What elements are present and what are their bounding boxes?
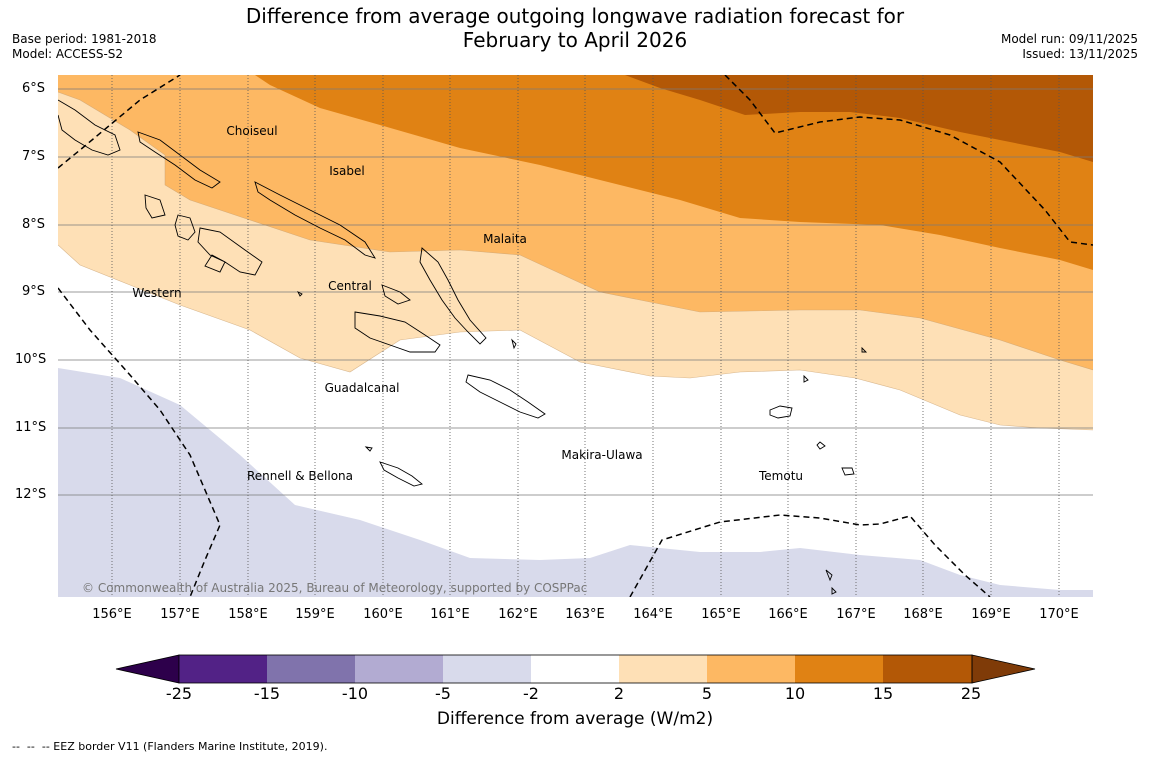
lon-tick-label: 169°E: [971, 607, 1011, 622]
guadalcanal-island: [354, 311, 441, 353]
lat-tick-label: 9°S: [22, 284, 46, 299]
lon-tick-label: 162°E: [498, 607, 538, 622]
title-line-2: February to April 2026: [462, 28, 688, 52]
base-info: Base period: 1981-2018 Model: ACCESS-S2: [12, 32, 157, 62]
colorbar-segment: [619, 655, 707, 683]
band-minus-5-to-minus-2: [58, 368, 1093, 597]
lon-tick-label: 157°E: [160, 607, 200, 622]
lat-tick-label: 12°S: [15, 487, 47, 502]
new-georgia-islands: [144, 194, 263, 276]
colorbar-tick-label: 5: [701, 684, 713, 703]
lat-tick-label: 11°S: [15, 420, 47, 435]
colorbar-segment: [883, 655, 972, 683]
province-label: Makira-Ulawa: [561, 448, 642, 462]
choiseul-island: [137, 131, 221, 189]
lon-tick-label: 159°E: [295, 607, 335, 622]
province-label: Choiseul: [226, 124, 277, 138]
colorbar-tick-label: 10: [784, 684, 806, 703]
province-label: Isabel: [329, 164, 364, 178]
lon-tick-label: 161°E: [430, 607, 470, 622]
colorbar-segment: [795, 655, 883, 683]
colorbar-segment: [355, 655, 443, 683]
province-label: Rennell & Bellona: [247, 469, 353, 483]
colorbar-segment: [267, 655, 355, 683]
santa-isabel-island: [254, 181, 377, 259]
latitude-gridlines: [58, 88, 1093, 496]
issued-date: Issued: 13/11/2025: [1022, 47, 1138, 61]
colorbar-tick-label: -5: [435, 684, 451, 703]
band-15-to-25: [625, 75, 1093, 162]
chart-title: Difference from average outgoing longwav…: [0, 4, 1150, 52]
province-labels: Choiseul Isabel Malaita Western Central …: [132, 124, 803, 483]
lon-tick-label: 164°E: [633, 607, 673, 622]
longitude-gridlines: [111, 75, 1060, 597]
colorbar-segment: [707, 655, 795, 683]
title-line-1: Difference from average outgoing longwav…: [245, 4, 905, 28]
eez-border: [58, 75, 1093, 597]
copyright-notice: © Commonwealth of Australia 2025, Bureau…: [82, 581, 587, 595]
colorbar-tick-label: 15: [872, 684, 894, 703]
colorbar-tick-label: -25: [165, 684, 193, 703]
malaita-island: [419, 247, 487, 345]
bougainville-island: [58, 99, 121, 156]
province-label: Temotu: [758, 469, 803, 483]
colorbar-tick-label: -10: [341, 684, 369, 703]
russell-islands: [296, 284, 411, 305]
coastlines: [58, 99, 868, 595]
lat-tick-label: 7°S: [22, 149, 46, 164]
colorbar-title: Difference from average (W/m2): [436, 709, 714, 729]
colorbar-tick-label: 2: [613, 684, 625, 703]
province-label: Guadalcanal: [325, 381, 400, 395]
lon-tick-label: 167°E: [836, 607, 876, 622]
lon-tick-label: 170°E: [1039, 607, 1079, 622]
lon-tick-label: 163°E: [565, 607, 605, 622]
colorbar: [115, 654, 1036, 684]
base-period: Base period: 1981-2018: [12, 32, 157, 46]
colorbar-high-extend: [971, 654, 1036, 684]
model-run: Model run: 09/11/2025: [1000, 32, 1138, 46]
lat-tick-label: 10°S: [15, 352, 47, 367]
lon-tick-label: 160°E: [363, 607, 403, 622]
eez-footnote: -- -- -- EEZ border V11 (Flanders Marine…: [12, 740, 328, 753]
province-label: Malaita: [483, 232, 527, 246]
run-info: Model run: 09/11/2025 Issued: 13/11/2025: [1001, 32, 1138, 62]
santa-cruz-islands: [769, 374, 855, 476]
eastern-islets: [511, 338, 868, 595]
lon-tick-label: 165°E: [701, 607, 741, 622]
colorbar-tick-label: -15: [253, 684, 281, 703]
makira-island: [465, 374, 546, 419]
colorbar-tick-label: -2: [523, 684, 539, 703]
lon-tick-label: 156°E: [92, 607, 132, 622]
band-10-to-15: [255, 75, 1093, 270]
colorbar-tick-label: 25: [960, 684, 982, 703]
lat-tick-label: 8°S: [22, 217, 46, 232]
model-name: Model: ACCESS-S2: [12, 47, 124, 61]
colorbar-segment: [531, 655, 619, 683]
colorbar-segment: [443, 655, 531, 683]
lon-tick-label: 168°E: [903, 607, 943, 622]
lat-tick-label: 6°S: [22, 81, 46, 96]
lon-tick-label: 166°E: [768, 607, 808, 622]
lon-tick-label: 158°E: [228, 607, 268, 622]
colorbar-segment: [179, 655, 267, 683]
colorbar-low-extend: [115, 654, 180, 684]
province-label: Central: [328, 279, 372, 293]
rennell-island: [364, 446, 423, 487]
province-label: Western: [132, 286, 181, 300]
